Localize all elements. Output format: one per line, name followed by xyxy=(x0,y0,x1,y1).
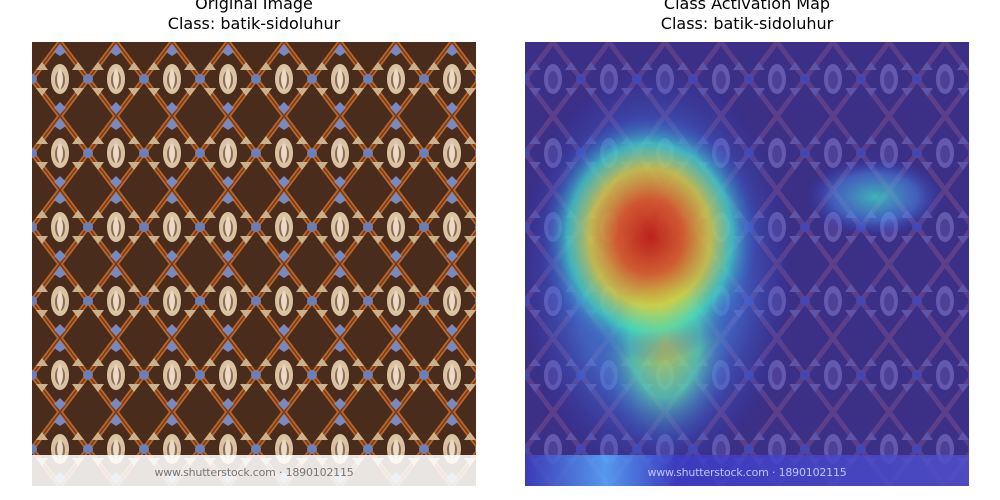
watermark-text: www.shutterstock.com · 1890102115 xyxy=(154,466,354,479)
title-line-1: Original Image xyxy=(195,0,313,13)
watermark-text: www.shutterstock.com · 1890102115 xyxy=(647,466,847,479)
title-line-2: Class: batik-sidoluhur xyxy=(660,14,834,33)
batik-pattern-image xyxy=(32,42,476,486)
title-line-1: Class Activation Map xyxy=(663,0,831,13)
class-activation-map-image: www.shutterstock.com · 1890102115 xyxy=(525,42,969,486)
original-image: www.shutterstock.com · 1890102115 xyxy=(32,42,476,486)
watermark-strip xyxy=(525,455,969,486)
panel-title: Class Activation Map Class: batik-sidolu… xyxy=(525,0,969,34)
heatmap-overlay-image xyxy=(525,42,969,486)
watermark-strip xyxy=(32,455,476,486)
title-line-2: Class: batik-sidoluhur xyxy=(167,14,341,33)
panel-title: Original Image Class: batik-sidoluhur xyxy=(32,0,476,34)
